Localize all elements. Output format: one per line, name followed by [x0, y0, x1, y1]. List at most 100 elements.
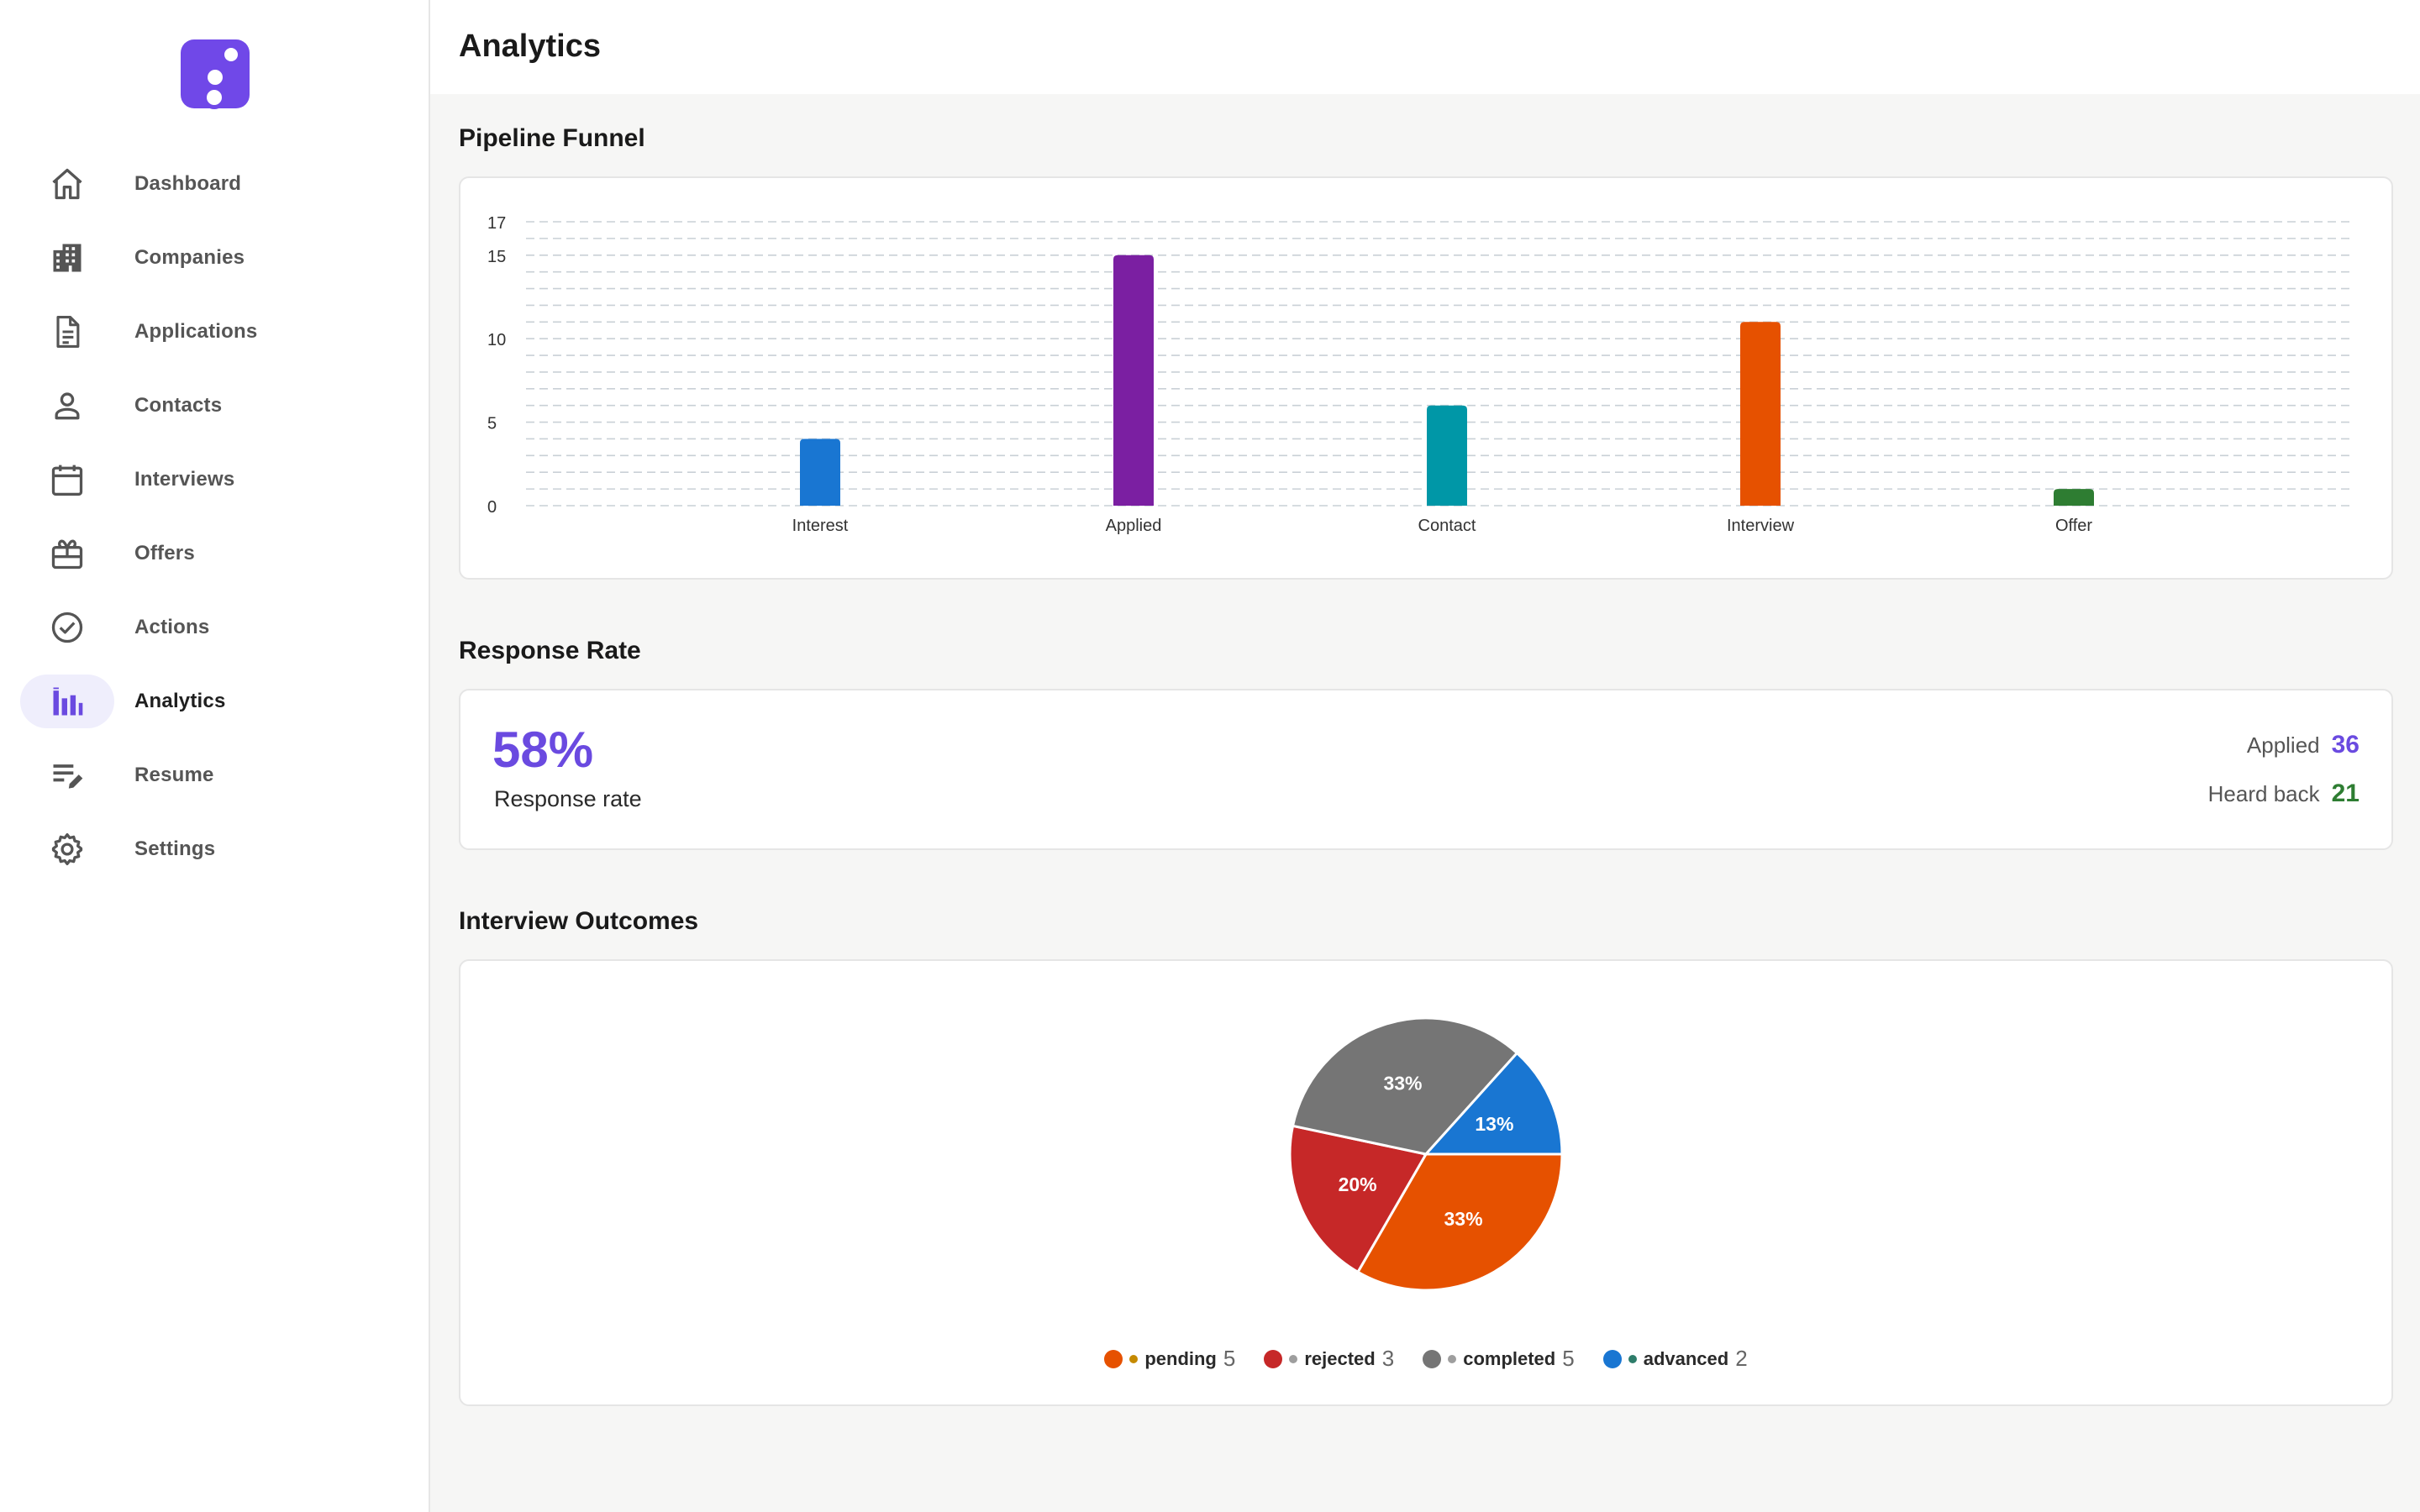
section-title-outcomes: Interview Outcomes: [459, 907, 699, 935]
legend-item-pending[interactable]: pending 5: [1104, 1346, 1235, 1372]
sidebar-item-interviews[interactable]: Interviews: [20, 453, 415, 507]
logo-dot: [208, 70, 223, 85]
page-title: Analytics: [459, 29, 601, 64]
sidebar-item-offers[interactable]: Offers: [20, 527, 415, 580]
pie-slice-rejected[interactable]: [1288, 1124, 1428, 1274]
sidebar-item-label: Offers: [134, 542, 195, 564]
legend-mini-dot: [1628, 1354, 1637, 1363]
bar-interest[interactable]: [800, 438, 840, 506]
gift-icon: [51, 539, 83, 570]
icon-pill: [20, 527, 114, 580]
pie-slice-label: 33%: [1444, 1208, 1483, 1230]
bar-applied[interactable]: [1113, 255, 1154, 506]
y-tick-label: 15: [487, 248, 506, 266]
pie-slice-pending[interactable]: [1355, 1152, 1564, 1292]
icon-pill: [20, 675, 114, 728]
pipeline-funnel-chart: 0 5 10 15 17 Interest Applied Contact Interview O…: [487, 214, 2354, 535]
bar-offer[interactable]: [2054, 489, 2094, 506]
sidebar-item-label: Settings: [134, 837, 216, 860]
legend-label: rejected: [1304, 1347, 1376, 1369]
legend-count: 5: [1223, 1346, 1236, 1371]
icon-pill: [20, 453, 114, 507]
sidebar-item-label: Analytics: [134, 690, 226, 712]
sidebar-item-label: Dashboard: [134, 172, 242, 195]
icon-pill: [20, 305, 114, 359]
interview-outcomes-chart: 33% 20% 33% 13%: [1288, 1016, 1564, 1292]
response-rate-value: 58%: [492, 722, 594, 778]
legend-count: 2: [1735, 1346, 1748, 1371]
legend-swatch: [1602, 1349, 1622, 1368]
legend-swatch: [1104, 1349, 1123, 1368]
y-tick-label: 0: [487, 498, 497, 517]
legend-swatch: [1423, 1349, 1442, 1368]
outcomes-card: 33% 20% 33% 13% pending 5 rejected 3 completed 5…: [459, 959, 2393, 1406]
pie-slice-advanced[interactable]: [1423, 1051, 1564, 1156]
bar-interview[interactable]: [1740, 322, 1781, 506]
sidebar-item-analytics[interactable]: Analytics: [20, 675, 415, 728]
y-tick-label: 17: [487, 214, 506, 233]
bar-contact[interactable]: [1427, 405, 1467, 506]
check-circle-icon: [51, 612, 83, 643]
legend-mini-dot: [1289, 1354, 1298, 1363]
icon-pill: [20, 157, 114, 211]
bar-chart-icon: [53, 687, 83, 716]
sidebar-item-label: Resume: [134, 764, 214, 786]
gear-icon: [51, 832, 83, 866]
pie-slice-label: 13%: [1475, 1113, 1513, 1135]
legend-item-completed[interactable]: completed 5: [1423, 1346, 1575, 1372]
icon-pill: [20, 601, 114, 654]
applied-stat: Applied 36: [2247, 731, 2360, 759]
sidebar-item-companies[interactable]: Companies: [20, 231, 415, 285]
sidebar-item-resume[interactable]: Resume: [20, 748, 415, 802]
sidebar-item-contacts[interactable]: Contacts: [20, 379, 415, 433]
building-icon: [53, 244, 82, 272]
x-tick-label: Offer: [2055, 517, 2092, 535]
sidebar-item-actions[interactable]: Actions: [20, 601, 415, 654]
section-title-response: Response Rate: [459, 637, 641, 664]
pie-slice-label: 20%: [1339, 1173, 1377, 1195]
legend-label: advanced: [1643, 1347, 1729, 1369]
applied-value: 36: [2331, 731, 2360, 759]
response-rate-label: Response rate: [494, 786, 642, 811]
icon-pill: [20, 231, 114, 285]
funnel-card: 0 5 10 15 17 Interest Applied Contact Interview O…: [459, 176, 2393, 580]
legend-item-rejected[interactable]: rejected 3: [1264, 1346, 1394, 1372]
icon-pill: [20, 822, 114, 876]
heard-back-stat: Heard back 21: [2208, 780, 2360, 808]
pie-slice-completed[interactable]: [1291, 1016, 1519, 1156]
sidebar-item-dashboard[interactable]: Dashboard: [20, 157, 415, 211]
heard-back-value: 21: [2331, 780, 2360, 807]
sidebar-item-label: Contacts: [134, 394, 223, 417]
sidebar: Dashboard Companies Applications Contact…: [0, 0, 430, 1512]
icon-pill: [20, 379, 114, 433]
y-tick-label: 10: [487, 331, 506, 349]
section-title-funnel: Pipeline Funnel: [459, 124, 645, 152]
legend-swatch: [1264, 1349, 1283, 1368]
pie-legend: pending 5 rejected 3 completed 5 advanced 2: [460, 1346, 2391, 1372]
legend-count: 5: [1562, 1346, 1575, 1371]
sidebar-item-label: Applications: [134, 320, 258, 343]
x-tick-label: Applied: [1106, 517, 1162, 535]
home-icon: [52, 168, 82, 200]
pie-slice-label: 33%: [1383, 1072, 1422, 1094]
edit-list-icon: [53, 764, 83, 789]
x-tick-label: Interview: [1727, 517, 1795, 535]
logo-dot: [203, 86, 226, 109]
calendar-icon: [51, 465, 83, 496]
legend-item-advanced[interactable]: advanced 2: [1602, 1346, 1748, 1372]
sidebar-item-label: Actions: [134, 616, 210, 638]
legend-mini-dot: [1448, 1354, 1457, 1363]
sidebar-item-label: Companies: [134, 246, 245, 269]
legend-count: 3: [1381, 1346, 1395, 1371]
document-icon: [56, 316, 80, 348]
legend-label: completed: [1463, 1347, 1556, 1369]
sidebar-item-label: Interviews: [134, 468, 235, 491]
legend-label: pending: [1144, 1347, 1217, 1369]
sidebar-item-applications[interactable]: Applications: [20, 305, 415, 359]
response-rate-card: 58% Response rate Applied 36 Heard back …: [459, 689, 2393, 850]
sidebar-item-settings[interactable]: Settings: [20, 822, 415, 876]
app-logo[interactable]: [181, 39, 250, 109]
x-tick-label: Interest: [792, 517, 849, 535]
heard-back-label: Heard back: [2207, 781, 2320, 806]
